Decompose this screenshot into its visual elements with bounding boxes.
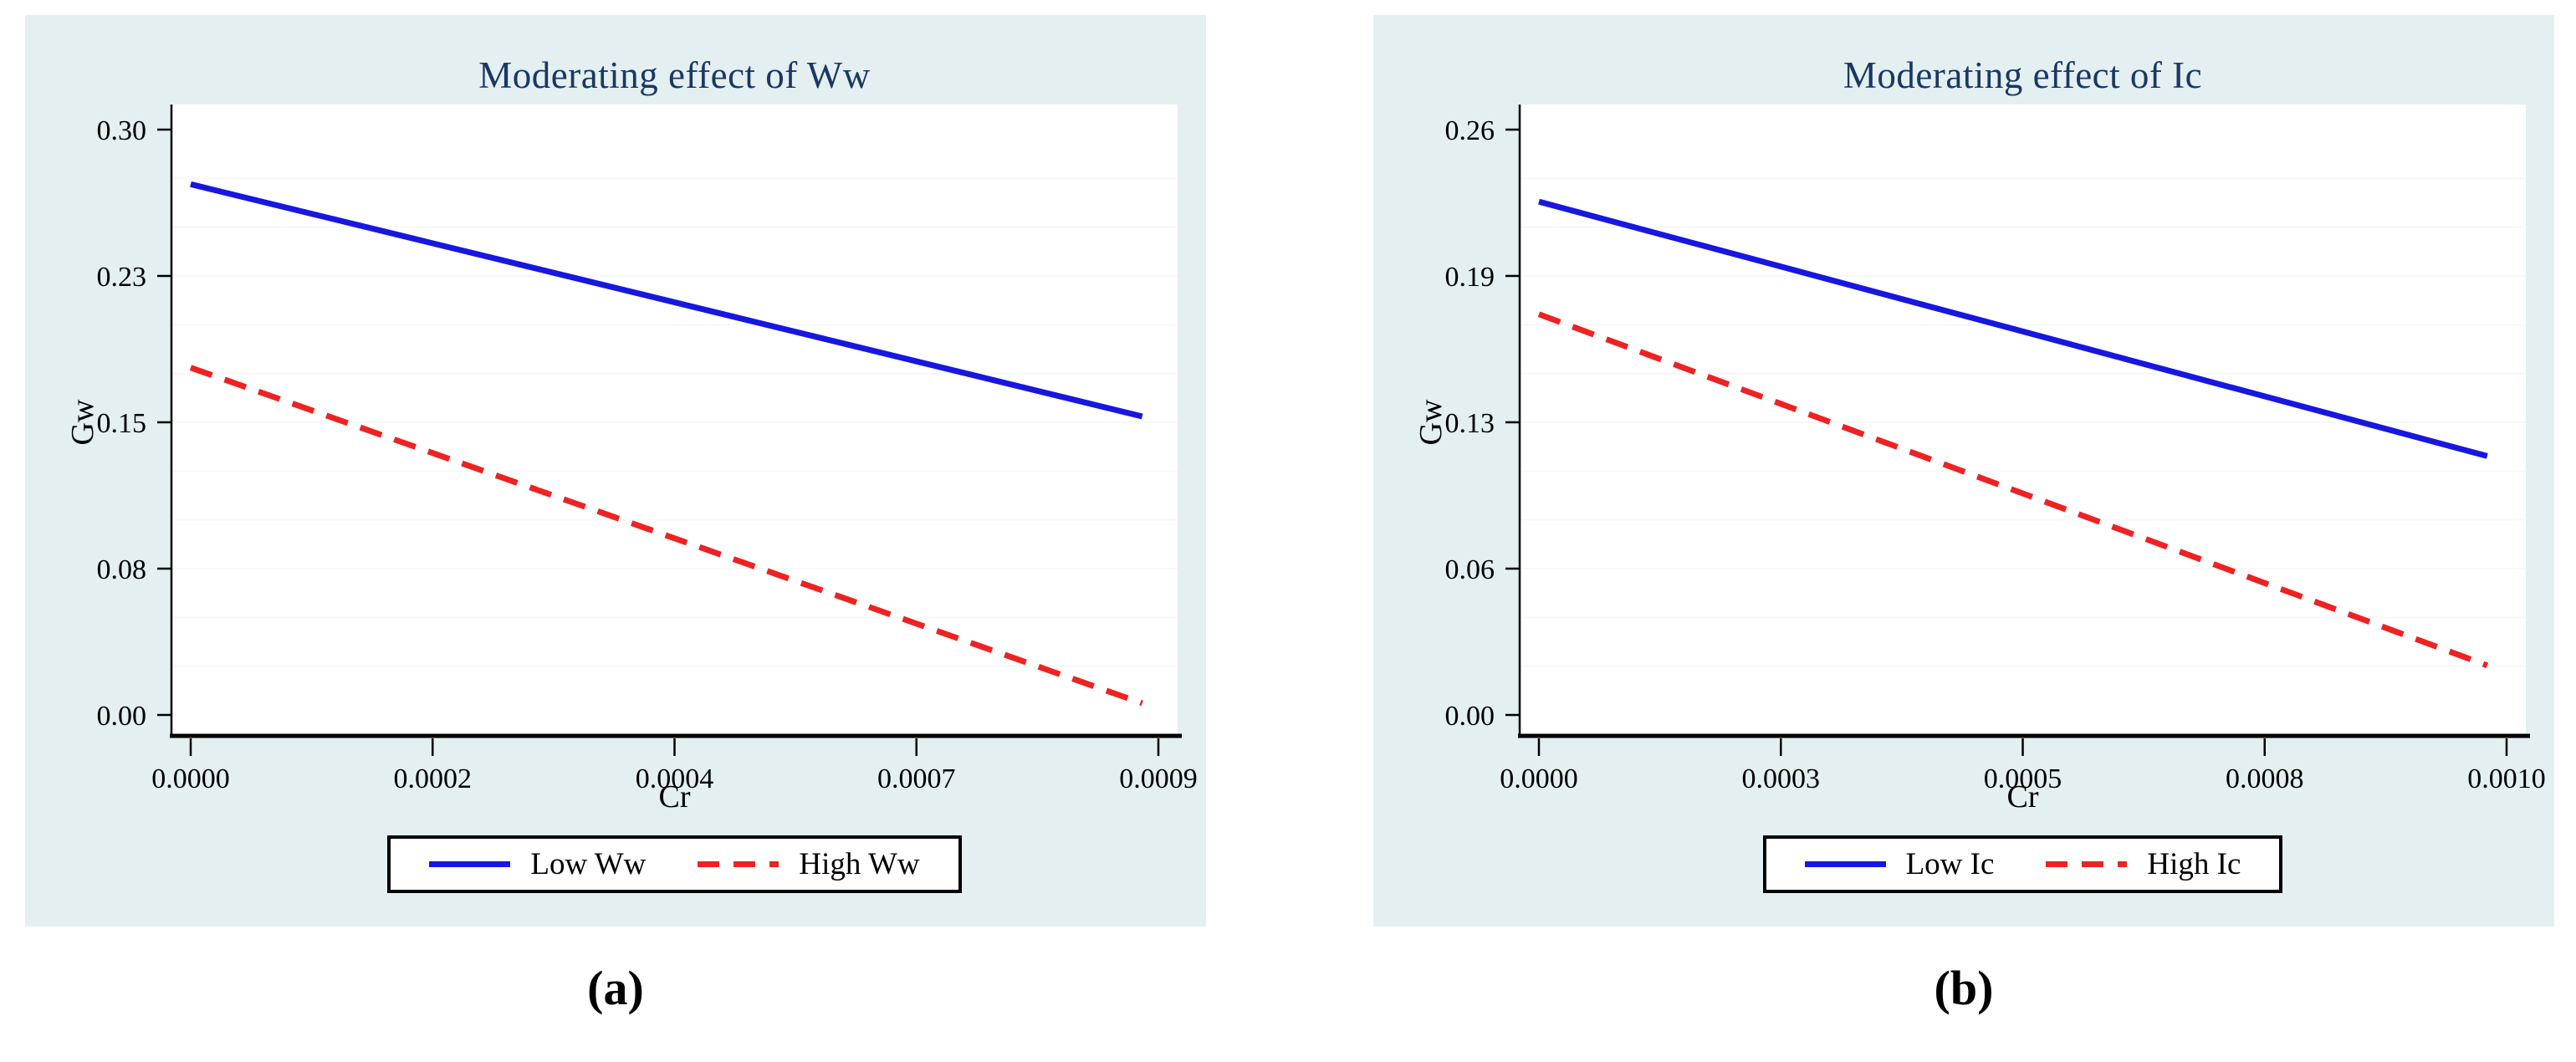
- legend-line-sample-dashed-red: [2046, 861, 2128, 867]
- svg-text:0.06: 0.06: [1445, 554, 1495, 585]
- subfigure-caption-b: (b): [1934, 961, 1994, 1015]
- legend-a: Low Ww High Ww: [171, 835, 1178, 893]
- legend-item-low-ww: Low Ww: [429, 846, 646, 882]
- svg-text:0.23: 0.23: [97, 262, 147, 293]
- plot-area-a: 0.30 0.23 0.15 0.08 0.000.0000 0.0002 0.0004 0.…: [97, 105, 1198, 794]
- svg-text:0.0009: 0.0009: [1119, 763, 1198, 794]
- legend-b: Low Ic High Ic: [1520, 835, 2526, 893]
- legend-label-high-ic: High Ic: [2147, 847, 2241, 881]
- legend-line-sample-dashed-red: [698, 861, 779, 867]
- legend-line-sample-solid-blue: [1804, 861, 1886, 867]
- y-axis-label-b: Gw: [1413, 399, 1449, 446]
- legend-box-a: Low Ww High Ww: [387, 835, 962, 893]
- svg-text:0.0000: 0.0000: [1500, 763, 1578, 794]
- svg-text:0.0003: 0.0003: [1742, 763, 1821, 794]
- legend-item-low-ic: Low Ic: [1804, 846, 1995, 882]
- x-axis-label-a: Cr: [658, 779, 691, 814]
- legend-item-high-ww: High Ww: [698, 846, 920, 882]
- svg-text:0.0002: 0.0002: [394, 763, 473, 794]
- legend-label-low-ic: Low Ic: [1905, 847, 1995, 881]
- svg-text:0.0007: 0.0007: [877, 763, 956, 794]
- svg-text:0.00: 0.00: [1445, 701, 1495, 732]
- svg-text:0.00: 0.00: [97, 701, 147, 732]
- figure-panel-b: 0.26 0.19 0.13 0.06 0.00 0.0000 0.0003 0.0005 0.…: [1373, 15, 2554, 927]
- legend-label-low-ww: Low Ww: [530, 847, 647, 881]
- plot-area-b: 0.26 0.19 0.13 0.06 0.000.0000 0.0003 0.0005 0.…: [1445, 105, 2546, 794]
- legend-item-high-ic: High Ic: [2046, 846, 2241, 882]
- svg-text:0.0004: 0.0004: [636, 763, 714, 794]
- chart-title-b: Moderating effect of Ic: [1843, 54, 2203, 96]
- svg-text:0.26: 0.26: [1445, 115, 1495, 146]
- svg-text:0.15: 0.15: [97, 408, 147, 439]
- x-axis-label-b: Cr: [2006, 779, 2039, 814]
- chart-title-a: Moderating effect of Ww: [478, 54, 871, 96]
- legend-label-high-ww: High Ww: [799, 847, 920, 881]
- svg-text:0.30: 0.30: [97, 115, 147, 146]
- svg-text:0.0008: 0.0008: [2226, 763, 2304, 794]
- svg-text:0.13: 0.13: [1445, 408, 1495, 439]
- svg-text:0.0000: 0.0000: [151, 763, 230, 794]
- legend-line-sample-solid-blue: [429, 861, 511, 867]
- svg-text:0.0010: 0.0010: [2467, 763, 2546, 794]
- figure-panel-a: 0.30 0.23 0.15 0.08 0.00 0.0000 0.0002 0.0004 0.…: [25, 15, 1206, 927]
- svg-text:0.19: 0.19: [1445, 262, 1495, 293]
- y-axis-label-a: Gw: [65, 399, 100, 446]
- svg-text:0.08: 0.08: [97, 554, 147, 585]
- svg-text:0.0005: 0.0005: [1984, 763, 2062, 794]
- subfigure-caption-a: (a): [587, 961, 644, 1015]
- legend-box-b: Low Ic High Ic: [1762, 835, 2283, 893]
